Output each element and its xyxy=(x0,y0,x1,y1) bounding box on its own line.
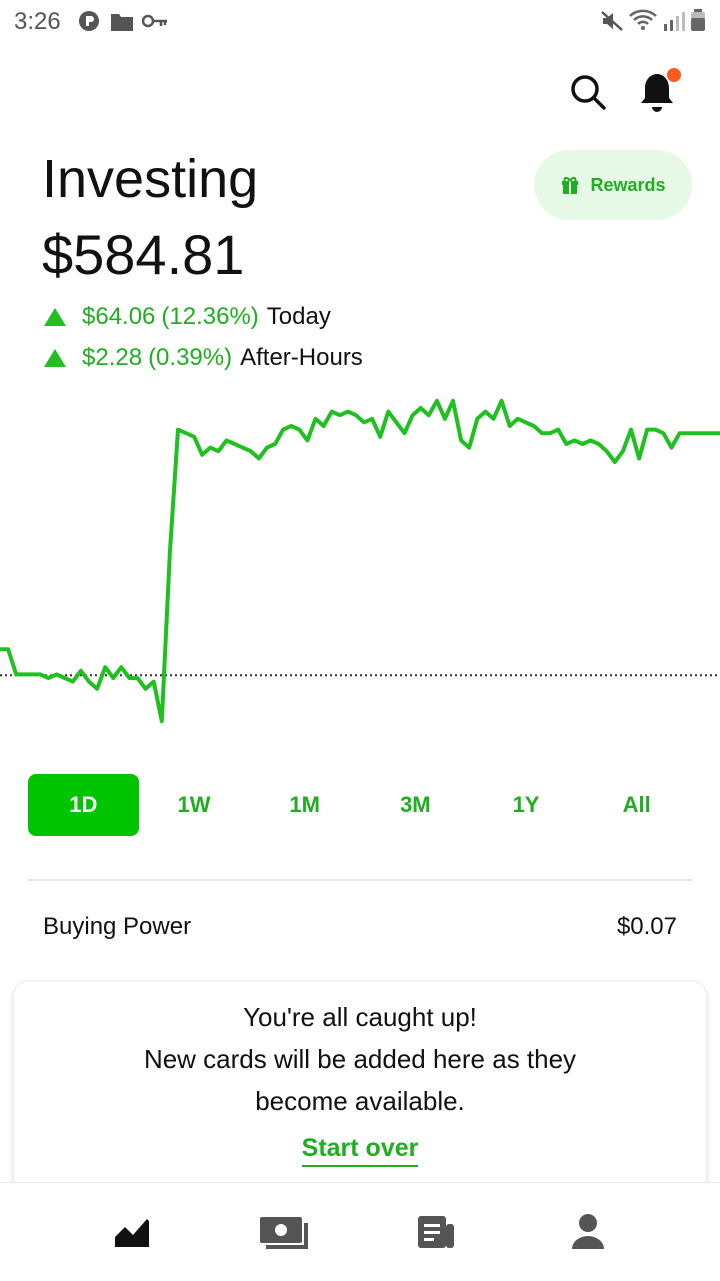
card-line: become available. xyxy=(255,1086,465,1116)
rewards-button[interactable]: Rewards xyxy=(534,150,692,220)
range-tab-all[interactable]: All xyxy=(622,792,651,817)
search-icon[interactable] xyxy=(568,72,608,112)
cash-icon xyxy=(260,1217,308,1249)
up-arrow-icon xyxy=(44,349,66,367)
start-over-link[interactable]: Start over xyxy=(301,1134,419,1167)
bell-icon xyxy=(641,68,681,112)
account-icon xyxy=(572,1214,604,1249)
range-tab-3m[interactable]: 3M xyxy=(400,792,431,817)
change-today: $64.06 (12.36%) Today xyxy=(44,303,331,331)
mute-icon xyxy=(601,11,623,31)
range-tab-1m[interactable]: 1M xyxy=(289,792,320,817)
bottom-nav xyxy=(0,1182,720,1281)
notifications-button[interactable] xyxy=(636,66,682,116)
key-icon xyxy=(142,14,167,28)
change-percent: (0.39%) xyxy=(148,344,233,371)
battery-icon xyxy=(691,9,705,31)
range-tab-1y[interactable]: 1Y xyxy=(512,792,540,817)
price-line xyxy=(0,398,720,724)
folder-icon xyxy=(111,14,133,31)
nav-account[interactable] xyxy=(558,1207,618,1257)
news-icon xyxy=(418,1216,454,1248)
buying-power-value[interactable]: $0.07 xyxy=(616,913,677,940)
range-tab-1w[interactable]: 1W xyxy=(177,792,211,817)
start-over-link-wrap: Start over xyxy=(14,1134,706,1167)
card-line: You're all caught up! xyxy=(243,1002,477,1032)
chart-icon xyxy=(115,1219,149,1247)
divider xyxy=(28,879,692,881)
buying-power-label: Buying Power xyxy=(43,913,192,940)
signal-icon xyxy=(664,12,685,31)
portfolio-balance: $584.81 xyxy=(42,223,245,286)
page-title: Investing xyxy=(42,149,259,209)
change-after-hours: $2.28 (0.39%) After-Hours xyxy=(44,344,363,372)
p-circle-icon xyxy=(79,11,99,31)
change-label: After-Hours xyxy=(240,344,363,371)
change-amount: $64.06 xyxy=(82,303,156,330)
gift-icon xyxy=(562,177,579,194)
status-time: 3:26 xyxy=(14,8,61,35)
up-arrow-icon xyxy=(44,308,66,326)
range-tab-1d[interactable]: 1D xyxy=(28,774,139,836)
nav-news[interactable] xyxy=(406,1207,466,1257)
range-tabs: 1D 1W 1M 3M 1Y All xyxy=(28,774,692,836)
nav-investing[interactable] xyxy=(102,1207,162,1257)
card-message: You're all caught up! New cards will be … xyxy=(14,996,706,1122)
change-label: Today xyxy=(266,303,331,330)
change-amount: $2.28 xyxy=(82,344,143,371)
wifi-icon xyxy=(629,9,657,30)
rewards-label: Rewards xyxy=(590,174,666,195)
price-chart[interactable] xyxy=(0,380,720,760)
nav-cash[interactable] xyxy=(254,1207,314,1257)
change-percent: (12.36%) xyxy=(161,303,259,330)
card-line: New cards will be added here as they xyxy=(143,1044,577,1074)
